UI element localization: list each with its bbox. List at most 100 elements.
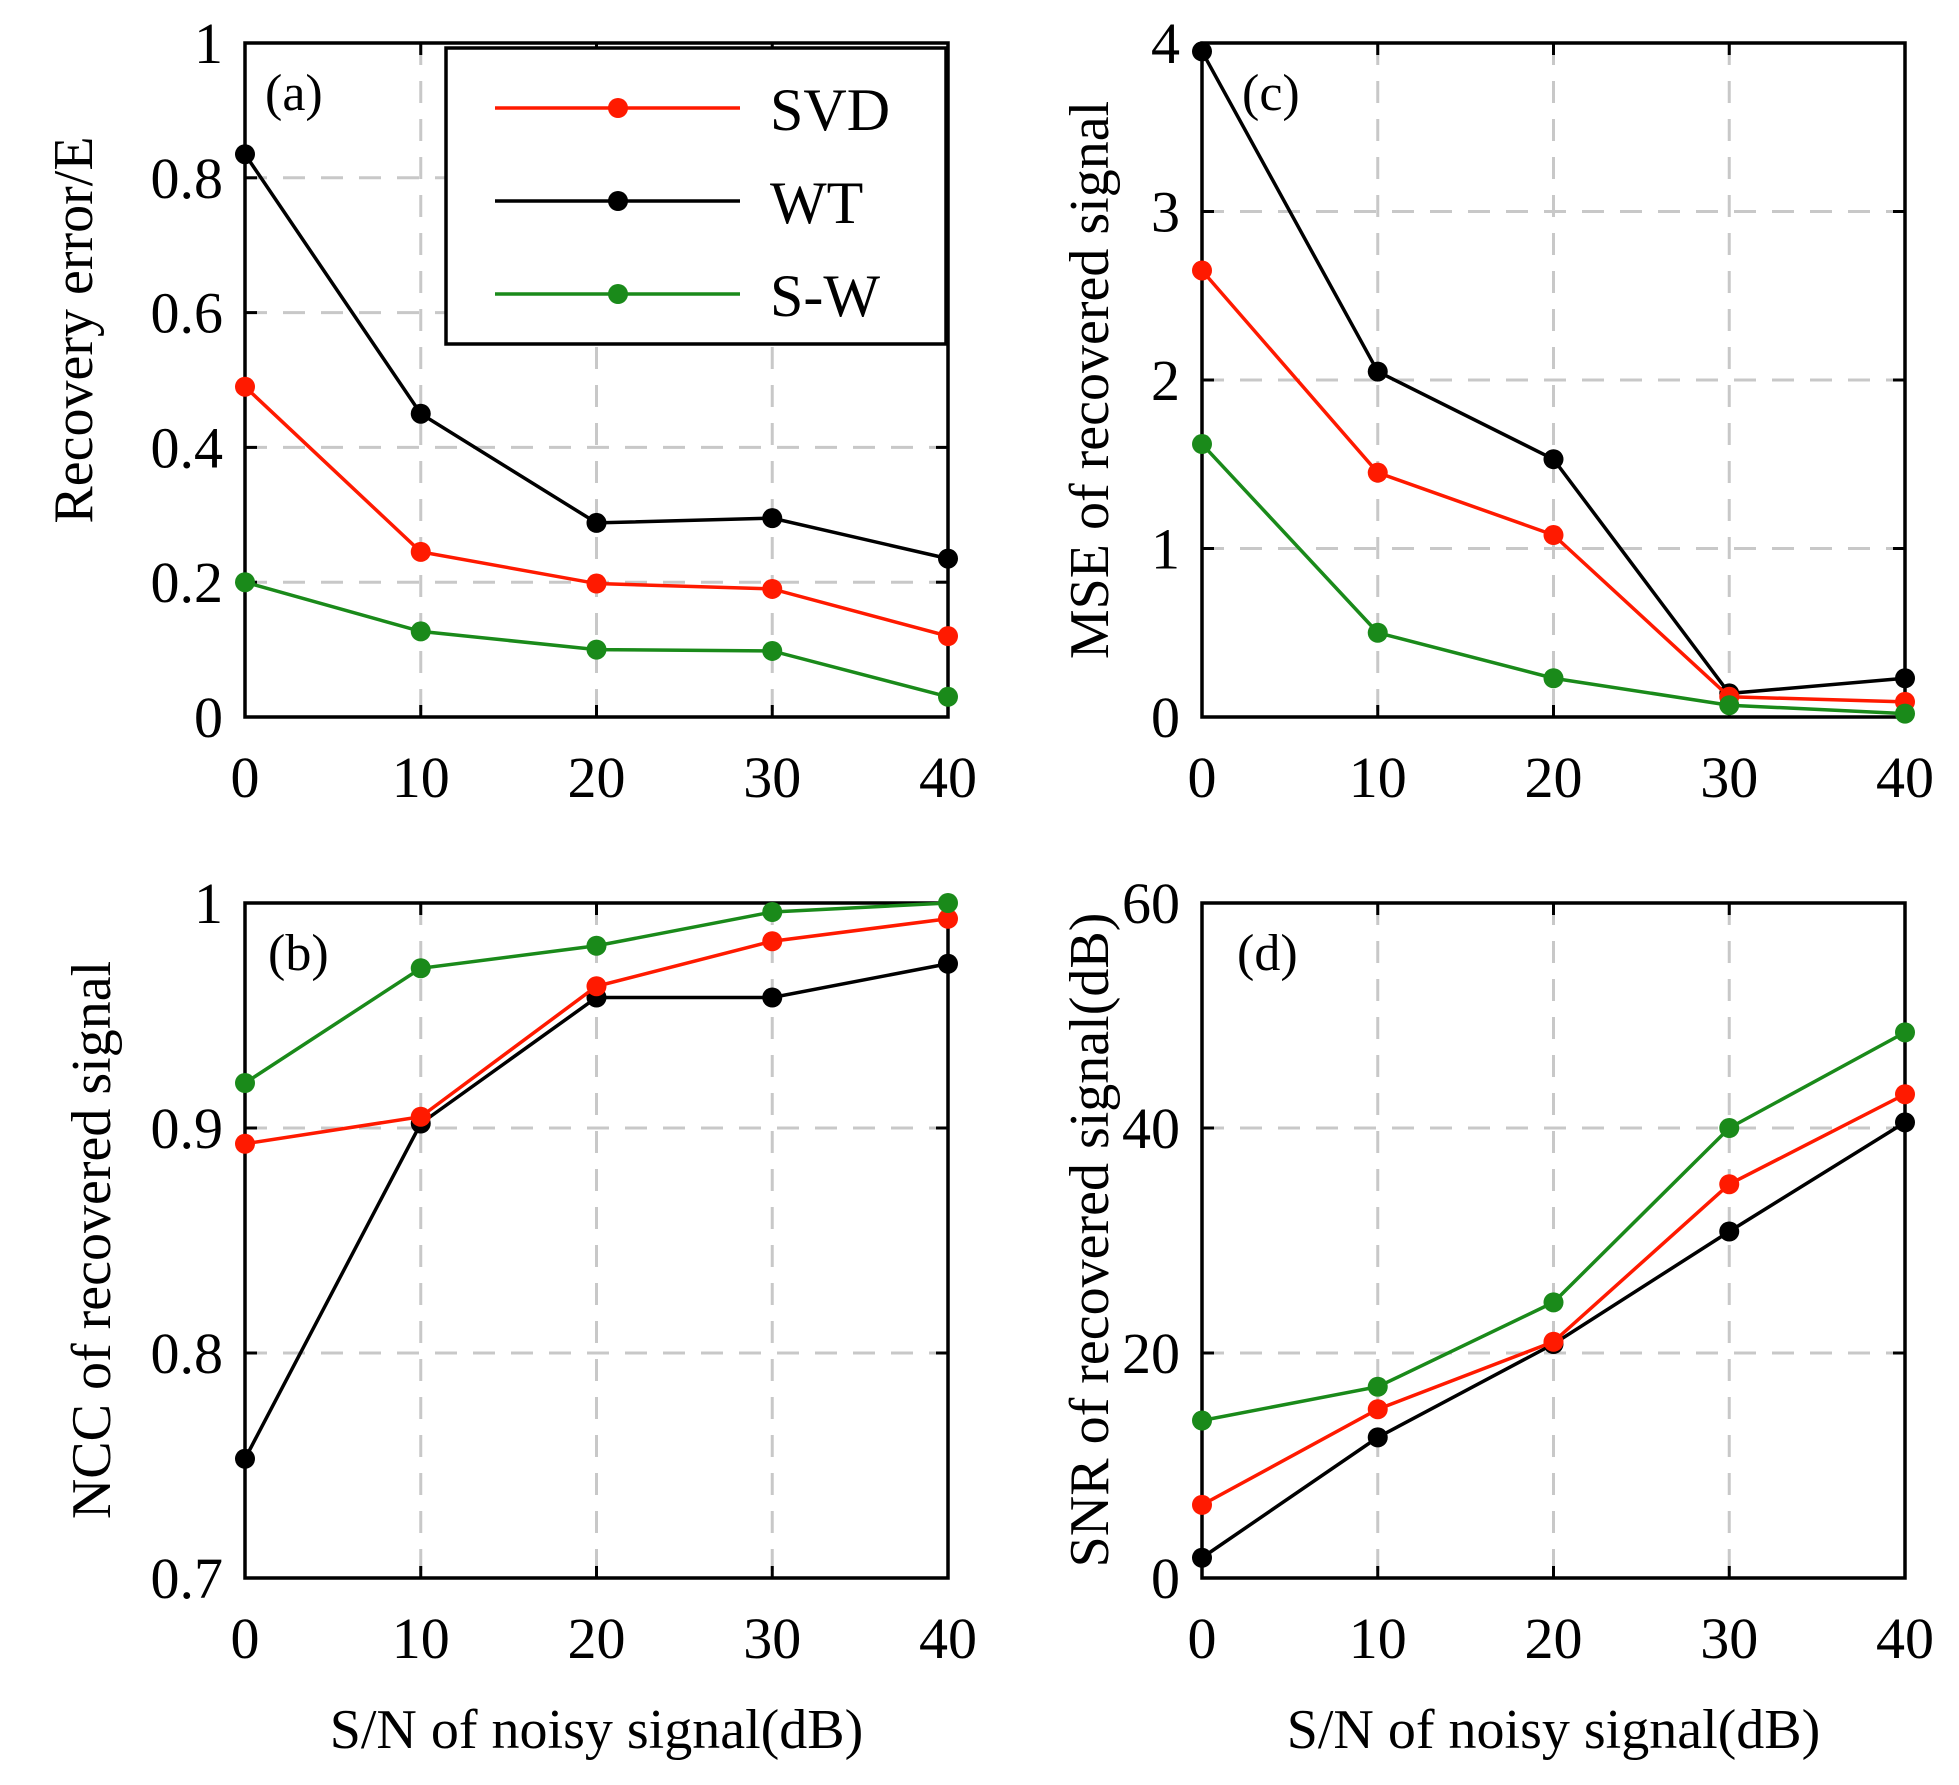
data-point-svd bbox=[1543, 525, 1564, 546]
y-tick-label: 0.2 bbox=[151, 550, 224, 615]
data-point-wt bbox=[1192, 41, 1212, 62]
legend-marker-svd bbox=[608, 98, 628, 118]
data-point-svd bbox=[762, 578, 783, 599]
x-tick-label: 30 bbox=[1700, 745, 1758, 810]
data-point-s-w bbox=[1543, 668, 1564, 689]
data-point-wt bbox=[410, 403, 431, 424]
y-tick-label: 0.8 bbox=[151, 1321, 224, 1386]
data-point-wt bbox=[1895, 1112, 1915, 1133]
y-tick-label: 4 bbox=[1151, 11, 1180, 76]
data-point-s-w bbox=[1367, 1376, 1388, 1397]
panel-label: (a) bbox=[265, 65, 323, 122]
y-tick-label: 0 bbox=[1151, 685, 1180, 750]
data-point-s-w bbox=[586, 935, 607, 956]
x-tick-label: 40 bbox=[919, 1606, 977, 1671]
data-point-svd bbox=[938, 626, 958, 647]
x-tick-label: 20 bbox=[1525, 745, 1583, 810]
legend: SVD WT S-W bbox=[444, 46, 948, 346]
data-point-s-w bbox=[410, 621, 431, 642]
data-point-s-w bbox=[410, 958, 431, 979]
data-point-wt bbox=[1192, 1547, 1212, 1568]
y-axis-label: SNR of recovered signal(dB) bbox=[1059, 913, 1121, 1568]
y-tick-label: 1 bbox=[194, 871, 223, 936]
data-point-wt bbox=[586, 512, 607, 533]
data-point-svd bbox=[1543, 1331, 1564, 1352]
y-tick-label: 0.8 bbox=[151, 146, 224, 211]
data-point-svd bbox=[1192, 1494, 1212, 1515]
data-point-svd bbox=[938, 908, 958, 929]
data-point-s-w bbox=[1192, 1410, 1212, 1431]
data-point-wt bbox=[235, 1448, 255, 1469]
x-axis-label: S/N of noisy signal(dB) bbox=[330, 1699, 864, 1761]
y-tick-label: 1 bbox=[1151, 517, 1180, 582]
y-axis-label: Recovery error/E bbox=[43, 136, 105, 523]
panel-label: (c) bbox=[1242, 65, 1300, 122]
data-point-svd bbox=[586, 976, 607, 997]
x-tick-label: 30 bbox=[743, 1606, 801, 1671]
y-tick-label: 60 bbox=[1122, 871, 1180, 936]
data-point-s-w bbox=[1367, 622, 1388, 643]
data-point-s-w bbox=[762, 902, 783, 922]
legend-label-wt: WT bbox=[770, 170, 863, 236]
data-point-s-w bbox=[762, 640, 783, 661]
data-point-s-w bbox=[1543, 1292, 1564, 1313]
y-tick-label: 0 bbox=[194, 685, 223, 750]
grid-b bbox=[245, 903, 948, 1578]
x-tick-label: 20 bbox=[1525, 1606, 1583, 1671]
x-tick-label: 40 bbox=[1876, 1606, 1934, 1671]
y-tick-label: 20 bbox=[1122, 1321, 1180, 1386]
data-point-wt bbox=[1719, 1221, 1740, 1242]
y-axis-label: MSE of recovered signal bbox=[1059, 101, 1121, 659]
y-tick-label: 0.6 bbox=[151, 281, 224, 346]
x-axis-label: S/N of noisy signal(dB) bbox=[1287, 1699, 1821, 1761]
data-point-s-w bbox=[586, 639, 607, 660]
x-tick-label: 10 bbox=[392, 1606, 450, 1671]
data-point-svd bbox=[235, 376, 255, 397]
x-tick-label: 30 bbox=[1700, 1606, 1758, 1671]
legend-label-svd: SVD bbox=[770, 77, 890, 143]
data-point-svd bbox=[1367, 462, 1388, 483]
data-point-svd bbox=[235, 1133, 255, 1154]
data-point-s-w bbox=[938, 686, 958, 707]
panel-label: (d) bbox=[1237, 925, 1298, 982]
x-tick-label: 10 bbox=[392, 745, 450, 810]
data-point-s-w bbox=[938, 893, 958, 913]
data-point-svd bbox=[762, 931, 783, 952]
data-point-wt bbox=[1895, 668, 1915, 689]
y-tick-label: 0.9 bbox=[151, 1096, 224, 1161]
data-point-svd bbox=[1719, 1174, 1740, 1195]
x-tick-label: 0 bbox=[231, 745, 260, 810]
grid-d bbox=[1202, 903, 1905, 1578]
x-tick-label: 10 bbox=[1349, 1606, 1407, 1671]
data-point-svd bbox=[410, 541, 431, 562]
data-point-wt bbox=[1367, 1427, 1388, 1448]
y-axis-label: NCC of recovered signal bbox=[61, 961, 123, 1519]
x-tick-label: 0 bbox=[1188, 745, 1217, 810]
data-point-svd bbox=[410, 1106, 431, 1127]
data-point-wt bbox=[1543, 449, 1564, 470]
data-point-wt bbox=[762, 987, 783, 1008]
x-tick-label: 0 bbox=[231, 1606, 260, 1671]
data-point-wt bbox=[938, 548, 958, 569]
legend-marker-wt bbox=[608, 191, 628, 211]
series-line-svd bbox=[1200, 269, 1906, 704]
data-point-s-w bbox=[1719, 1118, 1740, 1138]
y-tick-label: 0.7 bbox=[151, 1546, 224, 1611]
data-point-wt bbox=[938, 953, 958, 974]
x-tick-label: 20 bbox=[568, 745, 626, 810]
panel-c: 0 10 20 30 40 0 1 2 3 4 MSE of recovered signal (c) bbox=[1059, 11, 1934, 810]
x-tick-label: 40 bbox=[1876, 745, 1934, 810]
y-tick-label: 1 bbox=[194, 11, 223, 76]
data-point-s-w bbox=[1192, 434, 1212, 455]
y-tick-label: 40 bbox=[1122, 1096, 1180, 1161]
series-line-s-w bbox=[244, 580, 949, 699]
data-point-svd bbox=[1192, 260, 1212, 281]
data-point-wt bbox=[1367, 361, 1388, 382]
y-tick-label: 0.4 bbox=[151, 415, 224, 480]
data-point-s-w bbox=[1895, 703, 1915, 724]
data-point-s-w bbox=[1719, 695, 1740, 716]
series-line-wt bbox=[1200, 50, 1906, 696]
data-point-wt bbox=[235, 144, 255, 165]
